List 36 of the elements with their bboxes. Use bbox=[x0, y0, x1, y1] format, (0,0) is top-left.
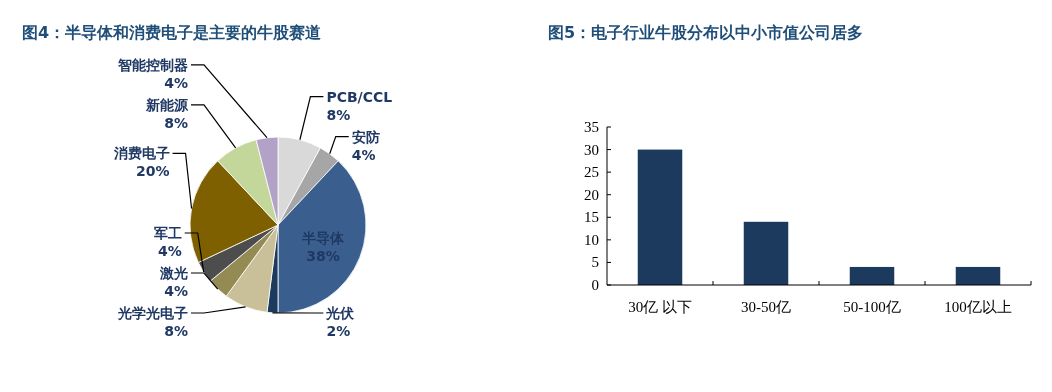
y-tick-label: 15 bbox=[584, 209, 599, 226]
data-label: 4% bbox=[351, 146, 376, 163]
slice-label: 智能控制器 bbox=[117, 56, 188, 73]
x-tick-label: 50-100亿 bbox=[843, 299, 901, 315]
slice-label: 安防 bbox=[351, 128, 380, 145]
bar bbox=[849, 266, 895, 285]
data-label: 8% bbox=[164, 323, 188, 339]
data-label: 8% bbox=[326, 106, 351, 123]
data-label: 8% bbox=[164, 114, 188, 131]
data-label: 2% bbox=[326, 323, 351, 339]
y-tick-label: 35 bbox=[584, 119, 599, 135]
bar bbox=[637, 149, 683, 285]
slice-label: 军工 bbox=[153, 225, 182, 241]
chart-title: 图4：半导体和消费电子是主要的牛股赛道 bbox=[22, 23, 323, 42]
y-tick-label: 25 bbox=[584, 164, 599, 181]
slice-label: PCB/CCL bbox=[326, 88, 393, 105]
chart-title: 图5：电子行业牛股分布以中小市值公司居多 bbox=[548, 23, 864, 42]
data-label: 4% bbox=[164, 283, 188, 299]
data-label: 4% bbox=[164, 74, 188, 91]
slice-label: 光学光电子 bbox=[117, 305, 188, 321]
x-tick-label: 30-50亿 bbox=[741, 299, 791, 315]
slice-label: 光伏 bbox=[325, 305, 356, 321]
y-tick-label: 5 bbox=[591, 254, 599, 271]
y-tick-label: 30 bbox=[584, 141, 599, 158]
data-label: 4% bbox=[157, 243, 182, 259]
y-tick-label: 0 bbox=[591, 277, 599, 293]
bar bbox=[955, 266, 1001, 285]
x-tick-label: 100亿以上 bbox=[944, 299, 1012, 315]
slice-label: 消费电子 bbox=[112, 145, 170, 162]
y-tick-label: 10 bbox=[584, 231, 599, 248]
bar bbox=[743, 221, 789, 285]
slice-label: 新能源 bbox=[145, 96, 189, 113]
slice-label: 激光 bbox=[159, 265, 188, 281]
y-tick-label: 20 bbox=[584, 186, 599, 203]
data-label: 20% bbox=[136, 163, 170, 180]
x-tick-label: 30亿 以下 bbox=[628, 299, 692, 315]
